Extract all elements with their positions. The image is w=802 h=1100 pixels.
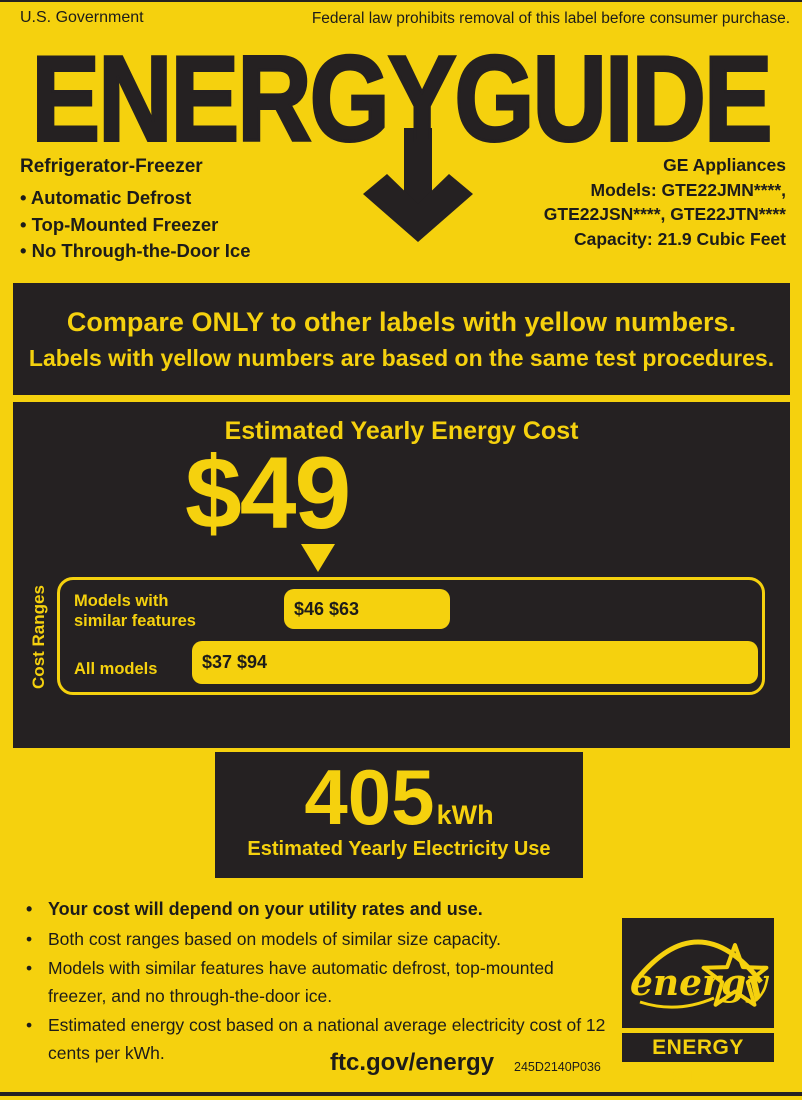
energy-script-swash [639,996,715,1009]
product-category: Refrigerator-Freezer [20,156,203,177]
similar-models-range-bar: $46 $63 [284,589,450,629]
footnote-item: • Both cost ranges based on models of si… [26,926,618,954]
footnote-text: Both cost ranges based on models of simi… [48,928,501,949]
model-numbers-line: GTE22JSN****, GTE22JTN**** [543,204,786,224]
electricity-use-value: 405 [304,753,435,841]
capacity-text: Capacity: 21.9 Cubic Feet [573,228,786,249]
footnote-item: • Your cost will depend on your utility … [26,896,618,924]
cost-title: Estimated Yearly Energy Cost [224,417,579,445]
electricity-use-value-row: 405 kWh [304,756,493,838]
similar-models-label-line2: similar features [74,612,196,630]
down-arrow-icon [363,128,473,242]
bullet-icon: • [26,928,33,949]
bullet-icon: • [26,958,33,978]
energy-star-logo: energy ENERGY STAR [622,918,774,1088]
ftc-url: ftc.gov/energy [330,1049,495,1076]
cost-ranges-axis-label: Cost Ranges [29,585,48,689]
part-number: 245D2140P036 [514,1060,601,1074]
similar-models-label-line1: Models with [74,592,169,610]
energyguide-wordmark: ENERGYGUIDE [30,30,774,167]
federal-law-notice: Federal law prohibits removal of this la… [311,10,790,27]
energy-script-text: energy [630,962,769,1004]
product-feature: • Automatic Defrost [20,187,192,208]
bullet-icon: • [26,899,33,919]
top-rule [0,0,802,2]
electricity-use-unit: kWh [436,800,494,830]
product-info: Refrigerator-Freezer • Automatic Defrost… [20,156,251,265]
bullet-icon: • [26,1015,33,1035]
energy-star-caption: ENERGY STAR [622,1033,774,1088]
all-models-label: All models [74,660,158,678]
energy-star-star-icon [701,943,769,1007]
product-feature: • No Through-the-Door Ice [20,240,251,261]
footnote-item: • Estimated energy cost based on a natio… [26,1012,618,1067]
compare-notice-box: Compare ONLY to other labels with yellow… [13,283,790,395]
yearly-cost-box: Estimated Yearly Energy Cost $49 Cost Ra… [13,402,790,748]
footnote-text: Models with similar features have automa… [48,958,554,1006]
footnote-text: Your cost will depend on your utility ra… [48,899,483,919]
energy-star-emblem: energy [622,918,774,1028]
all-models-range-bar: $37 $94 [192,641,758,684]
footnote-item: • Models with similar features have auto… [26,955,618,1010]
footnote-text: Estimated energy cost based on a nationa… [48,1015,606,1063]
down-triangle-icon [301,544,335,572]
product-feature: • Top-Mounted Freezer [20,213,219,235]
government-text: U.S. Government [20,9,144,26]
compare-line-2: Labels with yellow numbers are based on … [28,344,775,371]
cost-ranges-panel: Models with similar features $46 $63 All… [57,577,765,695]
manufacturer-info: GE Appliances Models: GTE22JMN****, GTE2… [544,153,786,251]
electricity-use-caption: Estimated Yearly Electricity Use [247,838,551,860]
bottom-rule [0,1092,802,1096]
compare-line-1: Compare ONLY to other labels with yellow… [66,306,737,337]
manufacturer-brand: GE Appliances [663,155,786,175]
cost-value: $49 [185,436,351,550]
electricity-use-box: 405 kWh Estimated Yearly Electricity Use [215,752,583,878]
footnote-list: • Your cost will depend on your utility … [26,896,618,1069]
model-numbers-line: Models: GTE22JMN****, [590,179,786,200]
similar-models-label: Models with similar features [74,591,196,631]
energy-star-emblem-graphic: energy [630,939,769,1009]
